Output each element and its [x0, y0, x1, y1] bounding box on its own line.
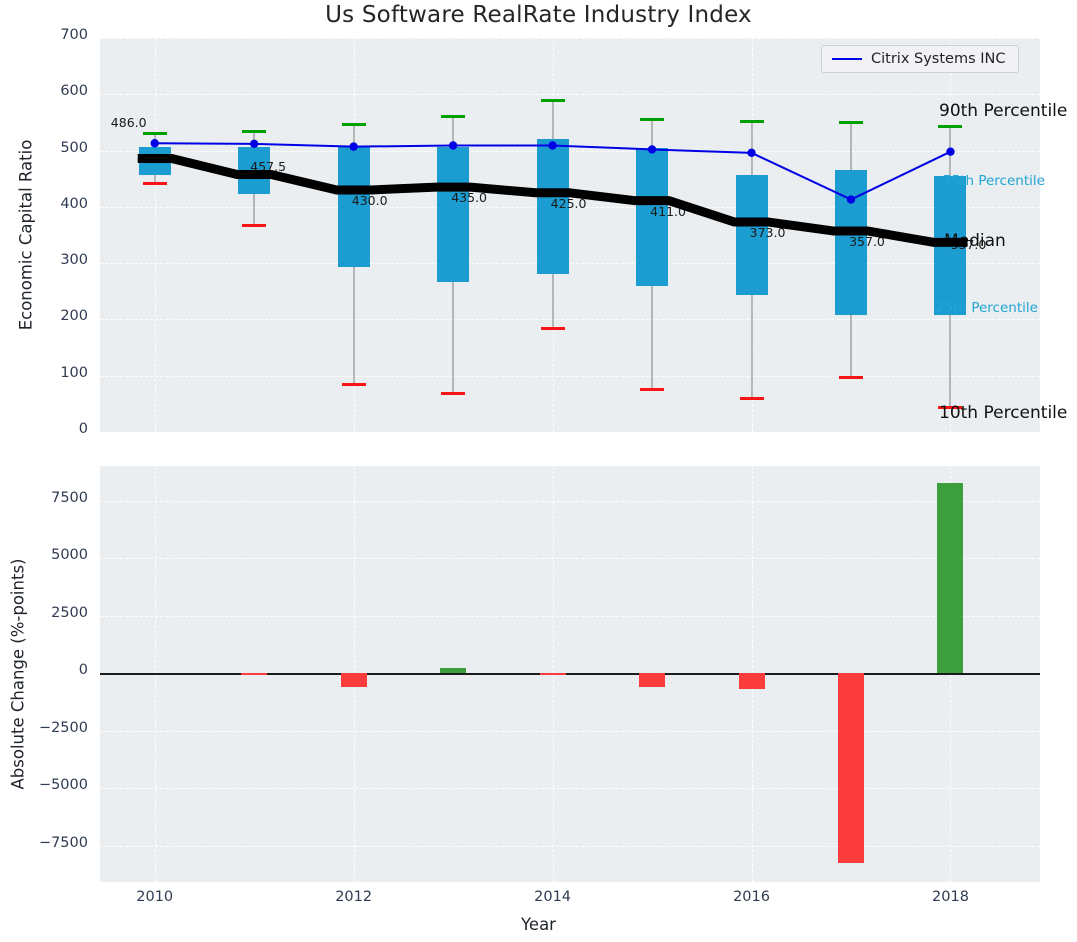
y-tick-label: 400: [0, 196, 88, 212]
y-tick-label: −2500: [0, 720, 88, 736]
y-tick-top: 300: [0, 252, 88, 268]
y-tick-label: 200: [0, 308, 88, 324]
citrix-marker: [548, 141, 556, 149]
y-tick-label: −7500: [0, 835, 88, 851]
y-tick-bottom: 2500: [0, 605, 88, 621]
citrix-marker: [151, 139, 159, 147]
x-tick-label: 2016: [733, 889, 770, 905]
chart-root: Us Software RealRate Industry Index 486.…: [0, 0, 1077, 942]
citrix-marker: [946, 147, 954, 155]
y-tick-bottom: 5000: [0, 547, 88, 563]
y-tick-top: 200: [0, 308, 88, 324]
y-tick-top: 100: [0, 365, 88, 381]
y-tick-label: 700: [0, 27, 88, 43]
citrix-marker: [747, 149, 755, 157]
y-tick-bottom: −5000: [0, 777, 88, 793]
y-tick-label: 500: [0, 140, 88, 156]
x-tick-label: 2018: [932, 889, 969, 905]
x-tick-label: 2010: [136, 889, 173, 905]
y-tick-bottom: −7500: [0, 835, 88, 851]
y-tick-bottom: 7500: [0, 490, 88, 506]
citrix-marker: [349, 142, 357, 150]
x-tick-label: 2012: [335, 889, 372, 905]
y-tick-top: 500: [0, 140, 88, 156]
y-tick-label: 300: [0, 252, 88, 268]
y-tick-bottom: −2500: [0, 720, 88, 736]
y-tick-top: 400: [0, 196, 88, 212]
y-tick-label: 2500: [0, 605, 88, 621]
y-tick-label: 0: [0, 421, 88, 437]
y-tick-label: 7500: [0, 490, 88, 506]
y-tick-top: 600: [0, 83, 88, 99]
x-tick-label: 2014: [534, 889, 571, 905]
y-tick-label: 100: [0, 365, 88, 381]
citrix-marker: [250, 140, 258, 148]
y-tick-bottom: 0: [0, 662, 88, 678]
y-tick-label: 600: [0, 83, 88, 99]
y-tick-top: 0: [0, 421, 88, 437]
citrix-marker: [847, 195, 855, 203]
series-overlay: [0, 0, 1077, 942]
y-tick-label: 5000: [0, 547, 88, 563]
citrix-marker: [449, 141, 457, 149]
citrix-marker: [648, 145, 656, 153]
y-tick-label: −5000: [0, 777, 88, 793]
y-tick-label: 0: [0, 662, 88, 678]
y-tick-top: 700: [0, 27, 88, 43]
median-trend-line: [138, 158, 968, 242]
